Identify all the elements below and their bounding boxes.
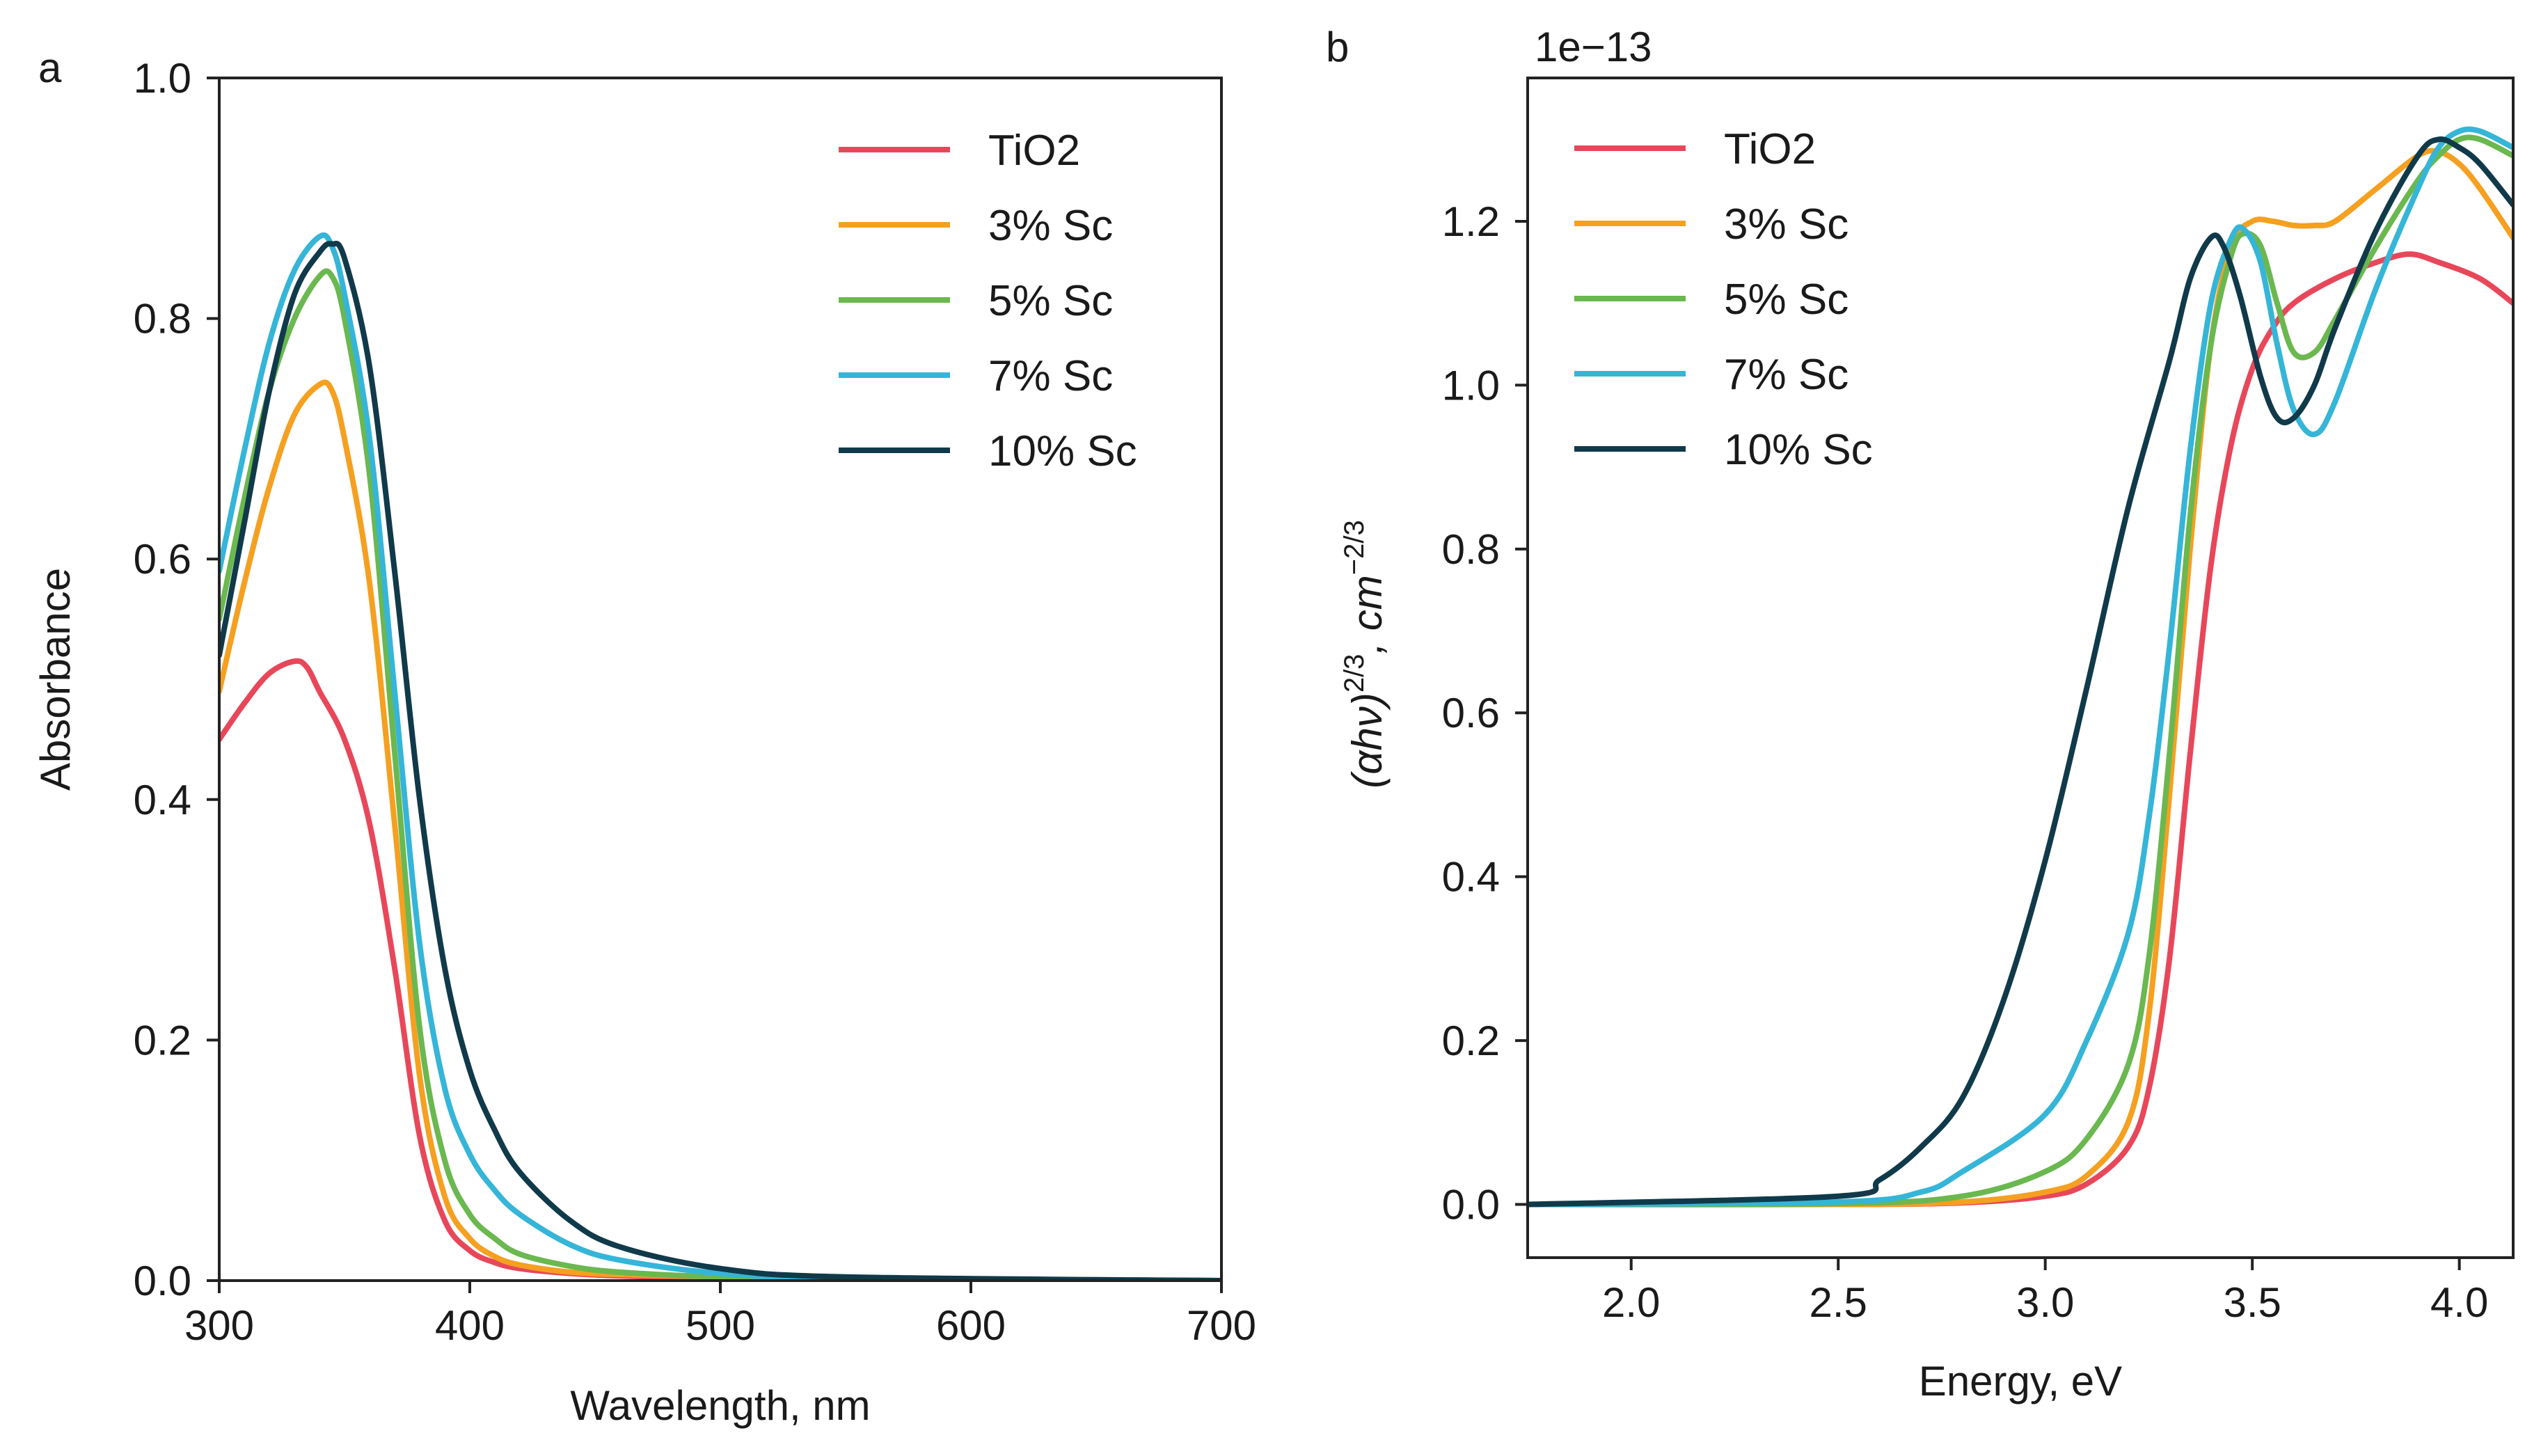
panel-a: a 300 400 500 600 700 0.0 0.2 0.4 0.6 0.8 1.0 Wave… (32, 45, 1256, 1429)
panel-b-legend-label-7-sc: 7% Sc (1724, 351, 1849, 399)
panel-a-series-10-sc (219, 240, 1221, 1281)
panel-b-xtick-label: 4.0 (2430, 1279, 2488, 1326)
panel-b-legend-label-3-sc: 3% Sc (1724, 200, 1849, 248)
panel-a-ytick-label: 0.2 (134, 1017, 191, 1063)
panel-a-xtick-label: 600 (936, 1302, 1006, 1349)
panel-b-series-tio2 (1528, 251, 2513, 1208)
panel-a-legend-label-10-sc: 10% Sc (988, 427, 1137, 475)
panel-b-series-3-sc (1528, 148, 2513, 1208)
panel-b-xtick-label: 3.5 (2223, 1279, 2281, 1326)
panel-a-legend-label-tio2: TiO2 (988, 127, 1080, 175)
panel-a-ytick-label: 0.8 (134, 296, 191, 342)
panel-a-ytick-label: 0.0 (134, 1258, 191, 1304)
panel-b-xlabel: Energy, eV (1919, 1358, 2122, 1404)
panel-a-series-5-sc (219, 268, 1221, 1281)
panel-b-ylabel-main: (αhν) (1344, 693, 1391, 789)
panel-a-ytick-label: 1.0 (134, 55, 191, 102)
panel-b-series-7-sc (1528, 126, 2513, 1208)
panel-a-series-tio2 (219, 658, 1221, 1281)
panel-b-legend-label-tio2: TiO2 (1724, 125, 1816, 173)
panel-b-series-10-sc (1528, 136, 2513, 1208)
panel-a-plot-frame (218, 77, 1223, 1282)
panel-a-legend-label-7-sc: 7% Sc (988, 352, 1113, 400)
panel-a-xtick-label: 500 (686, 1302, 755, 1349)
panel-a-series (219, 232, 1221, 1281)
panel-a-xlabel: Wavelength, nm (570, 1382, 870, 1429)
panel-b-ytick-label: 0.6 (1442, 690, 1500, 736)
panel-b-xtick-label: 2.0 (1602, 1279, 1660, 1326)
panel-b-legend-label-10-sc: 10% Sc (1724, 426, 1873, 474)
panel-a-letter: a (38, 45, 62, 91)
panel-a-ytick-label: 0.4 (134, 777, 191, 823)
panel-b-ylabel-mid: , cm (1344, 575, 1391, 654)
panel-b-ylabel-sup1: 2/3 (1339, 654, 1370, 693)
panel-b-letter: b (1326, 24, 1349, 70)
panel-b-ytick-label: 1.2 (1442, 198, 1500, 245)
panel-b-ytick-label: 1.0 (1442, 362, 1500, 409)
panel-b-ytick-label: 0.0 (1442, 1181, 1500, 1228)
panel-a-ytick-label: 0.6 (134, 536, 191, 583)
panel-a-xtick-label: 400 (435, 1302, 505, 1349)
panel-a-xtick-label: 300 (184, 1302, 254, 1349)
panel-b-legend: TiO2 3% Sc 5% Sc 7% Sc 10% Sc (1574, 125, 1873, 474)
panel-b-ticks: 2.0 2.5 3.0 3.5 4.0 0.0 0.2 0.4 0.6 0.8 1.0 1.2 (1442, 198, 2489, 1326)
panel-b-ytick-label: 0.8 (1442, 526, 1500, 573)
panel-b-xtick-label: 3.0 (2016, 1279, 2074, 1326)
panel-b-series-5-sc (1528, 134, 2513, 1208)
panel-b-xtick-label: 2.5 (1810, 1279, 1867, 1326)
panel-a-ylabel: Absorbance (32, 568, 79, 791)
panel-b-series (1528, 126, 2513, 1208)
panel-b-ytick-label: 0.4 (1442, 854, 1500, 901)
panel-b-offset-label: 1e−13 (1535, 24, 1652, 70)
panel-a-legend-label-5-sc: 5% Sc (988, 277, 1113, 325)
panel-a-legend: TiO2 3% Sc 5% Sc 7% Sc 10% Sc (839, 127, 1137, 475)
panel-a-legend-label-3-sc: 3% Sc (988, 202, 1113, 250)
panel-a-series-7-sc (219, 232, 1221, 1281)
panel-b-ylabel: (αhν)2/3, cm−2/3 (1339, 520, 1391, 788)
panel-b-ylabel-sup2: −2/3 (1339, 520, 1370, 575)
panel-a-ticks: 300 400 500 600 700 0.0 0.2 0.4 0.6 0.8 1.0 (134, 55, 1256, 1349)
panel-a-xtick-label: 700 (1187, 1302, 1256, 1349)
panel-b: b 1e−13 2.0 2.5 3.0 3.5 4.0 0.0 0.2 0.4 0.6 0.8 1.… (1326, 24, 2515, 1404)
panel-b-legend-label-5-sc: 5% Sc (1724, 276, 1849, 324)
panel-b-ytick-label: 0.2 (1442, 1018, 1500, 1064)
panel-b-plot-frame (1526, 77, 2515, 1259)
